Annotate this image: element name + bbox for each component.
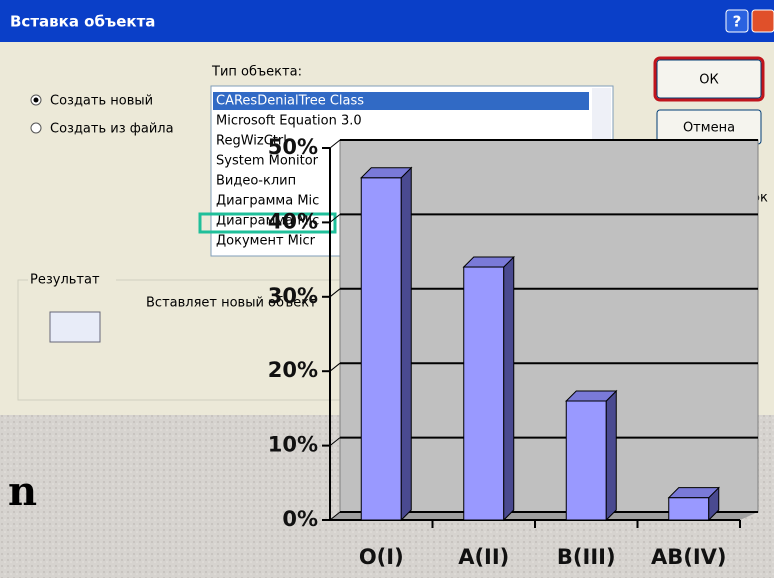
bar	[565, 400, 607, 521]
list-item: Диаграмма Mic	[216, 194, 319, 209]
x-tick-label: A(II)	[458, 545, 509, 569]
list-item: Microsoft Equation 3.0	[216, 114, 362, 129]
radio-dot	[33, 97, 39, 103]
bar-side	[400, 166, 412, 522]
bar	[360, 177, 402, 521]
highlight	[653, 56, 765, 102]
y-tick-label: 40%	[268, 209, 318, 233]
selection	[213, 92, 589, 110]
y-tick-label: 50%	[268, 135, 318, 159]
slide-text: n	[8, 468, 37, 515]
bar-side	[503, 255, 515, 522]
ok-button[interactable]	[656, 59, 762, 99]
x-tick-label: B(III)	[557, 545, 616, 569]
bar-top	[462, 256, 515, 268]
chart: 0% 10% 20% 30% 40% 50% O(I) A(II) B(III) AB(IV)	[268, 135, 759, 569]
list-item: System Monitor	[216, 154, 319, 169]
help-icon: ?	[733, 13, 742, 31]
grid-line	[329, 139, 341, 149]
title-bar	[0, 0, 774, 42]
radio-file[interactable]	[30, 122, 42, 134]
result-text: Вставляет новый объект	[146, 296, 317, 311]
grid-line	[329, 214, 341, 223]
dialog-title: Вставка объекта	[10, 13, 155, 31]
list-label: Тип объекта:	[211, 65, 302, 80]
option-label: Создать из файла	[50, 122, 174, 137]
plot-floor	[330, 512, 758, 520]
help-button[interactable]	[725, 9, 749, 33]
grid-line	[329, 362, 341, 372]
highlight	[198, 212, 337, 234]
option-label: Создать новый	[50, 94, 153, 109]
list-item: CAResDenialTree Class	[216, 94, 364, 109]
list-item: Документ Micr	[216, 234, 316, 249]
list-item: Диаграмма Mic	[216, 214, 319, 229]
bar-top	[667, 487, 720, 499]
bar-side	[605, 389, 617, 522]
result-icon	[49, 311, 101, 343]
grid-line	[329, 288, 341, 298]
list-item: RegWizCtrl	[216, 134, 287, 149]
y-tick-label: 20%	[268, 358, 318, 382]
x-tick-label: AB(IV)	[651, 545, 727, 569]
list-item: Видео-клип	[216, 174, 296, 189]
y-tick-label: 10%	[268, 433, 318, 457]
bar	[463, 266, 505, 521]
y-tick-label: 30%	[268, 284, 318, 308]
grid-line	[329, 437, 341, 446]
close-button[interactable]	[751, 9, 774, 33]
bar-top	[360, 167, 413, 179]
bar	[668, 497, 710, 521]
button-label: Отмена	[683, 121, 735, 136]
bar-top	[565, 390, 618, 402]
group-label: Результат	[30, 273, 100, 288]
y-tick-label: 0%	[282, 507, 318, 531]
button-label: ОК	[699, 73, 718, 88]
grid-line	[329, 511, 341, 521]
x-tick-label: O(I)	[359, 545, 404, 569]
